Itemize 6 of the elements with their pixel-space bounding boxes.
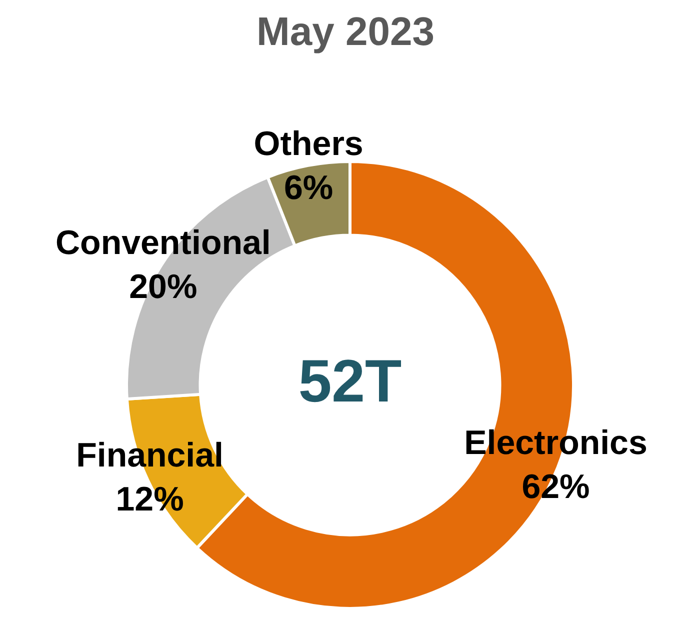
chart-title: May 2023 <box>256 10 434 54</box>
slice-label: Others <box>254 125 364 164</box>
data-label: 20% <box>129 268 198 306</box>
data-label: 6% <box>284 169 334 208</box>
text: 52T <box>298 348 402 415</box>
slice-label: Conventional <box>56 224 271 262</box>
